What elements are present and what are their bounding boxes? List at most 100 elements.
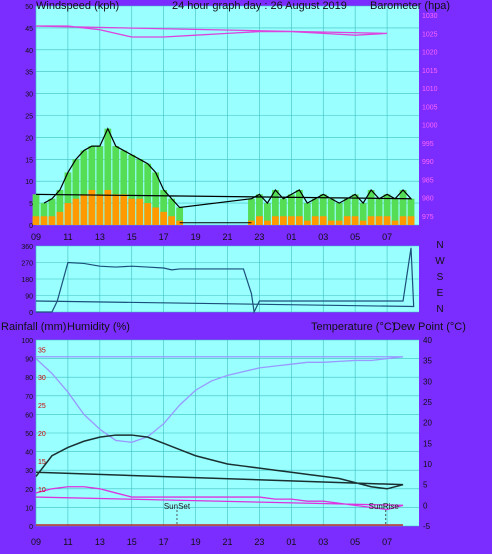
wind-avg-bar xyxy=(56,211,64,225)
barometer-y-tick-label: 1020 xyxy=(422,50,438,57)
rainfall-axis-title: Rainfall (mm) xyxy=(1,321,67,333)
wind-avg-bar xyxy=(335,220,343,225)
rain-y-tick-label: 25 xyxy=(38,403,46,410)
wind-gust-bar xyxy=(128,154,136,225)
wind-avg-bar xyxy=(264,220,271,225)
wind-gust-bar xyxy=(303,203,311,225)
wind-avg-bar xyxy=(96,194,104,225)
wind-gust-bar xyxy=(120,150,128,225)
wind-y-tick-label: 40 xyxy=(25,48,33,55)
barometer-y-tick-label: 1010 xyxy=(422,86,438,93)
humidity-y-tick-label: 60 xyxy=(25,412,33,419)
temperature-y-tick-label: 35 xyxy=(423,357,432,366)
wind-gust-bar xyxy=(271,189,279,225)
direction-compass-label: E xyxy=(437,288,444,299)
wind-avg-bar xyxy=(256,216,263,225)
wind-avg-bar xyxy=(72,198,80,225)
wind-y-tick-label: 25 xyxy=(25,114,33,121)
barometer-y-tick-label: 975 xyxy=(422,214,434,221)
wind-y-tick-label: 20 xyxy=(25,135,33,142)
temp-x-tick-label: 23 xyxy=(254,537,264,547)
wind-avg-bar xyxy=(40,216,48,225)
wind-gust-bar xyxy=(383,194,391,225)
wind-avg-bar xyxy=(112,194,120,225)
wind-gust-bar xyxy=(295,189,303,225)
temp-x-tick-label: 19 xyxy=(191,537,201,547)
wind-gust-bar xyxy=(359,203,367,225)
temperature-y-tick-label: 20 xyxy=(423,419,432,428)
wind-avg-bar xyxy=(279,216,287,225)
direction-y-tick-label: 90 xyxy=(25,294,33,301)
humidity-y-tick-label: 80 xyxy=(25,375,33,382)
wind-y-tick-label: 5 xyxy=(29,201,33,208)
temp-x-tick-label: 03 xyxy=(318,537,328,547)
wind-avg-bar xyxy=(367,216,375,225)
rain-y-tick-label: 15 xyxy=(38,459,46,466)
humidity-y-tick-label: 50 xyxy=(25,431,33,438)
wind-gust-bar xyxy=(407,198,415,225)
barometer-y-tick-label: 1000 xyxy=(422,123,438,130)
wind-x-tick-label: 03 xyxy=(318,232,328,242)
wind-x-tick-label: 05 xyxy=(350,232,360,242)
wind-avg-bar xyxy=(287,216,295,225)
humidity-y-tick-label: 0 xyxy=(29,524,33,531)
wind-gust-bar xyxy=(287,194,295,225)
dewpoint-axis-title: Dew Point (°C) xyxy=(393,321,466,333)
wind-avg-bar xyxy=(64,203,72,225)
humidity-y-tick-label: 70 xyxy=(25,394,33,401)
wind-avg-bar xyxy=(32,216,40,225)
sunrise-label: SunRise xyxy=(369,502,400,511)
wind-gust-bar xyxy=(48,198,56,225)
graph-title: 24 hour graph day : 26 August 2019 xyxy=(172,0,347,12)
humidity-y-tick-label: 30 xyxy=(25,468,33,475)
wind-x-tick-label: 07 xyxy=(382,232,392,242)
wind-avg-bar xyxy=(104,189,112,225)
rain-y-tick-label: 20 xyxy=(38,431,46,438)
wind-x-tick-label: 15 xyxy=(127,232,137,242)
wind-avg-bar xyxy=(327,220,335,225)
direction-compass-label: N xyxy=(436,240,443,251)
wind-gust-bar xyxy=(367,189,375,225)
direction-compass-label: W xyxy=(435,256,445,267)
temperature-y-tick-label: 5 xyxy=(423,481,428,490)
wind-max-line xyxy=(35,127,413,209)
wind-x-tick-label: 01 xyxy=(286,232,296,242)
direction-y-tick-label: 360 xyxy=(21,244,33,251)
barometer-y-tick-label: 980 xyxy=(422,196,434,203)
temperature-y-tick-label: 40 xyxy=(423,336,432,345)
temp-x-tick-label: 11 xyxy=(63,537,72,547)
barometer-y-tick-label: 1030 xyxy=(422,13,438,20)
barometer-y-tick-label: 990 xyxy=(422,159,434,166)
humidity-axis-title: Humidity (%) xyxy=(67,321,130,333)
wind-avg-bar xyxy=(128,198,136,225)
temperature-y-tick-label: 25 xyxy=(423,398,432,407)
wind-avg-bar xyxy=(303,220,311,225)
wind-avg-bar xyxy=(375,216,383,225)
direction-y-tick-label: 270 xyxy=(21,261,33,268)
barometer-line xyxy=(35,25,388,38)
wind-gust-bar xyxy=(319,194,327,225)
barometer-y-tick-label: 1005 xyxy=(422,104,438,111)
wind-avg-bar xyxy=(407,216,415,225)
temp-x-tick-label: 17 xyxy=(159,537,169,547)
wind-x-tick-label: 19 xyxy=(191,232,201,242)
wind-avg-bar xyxy=(271,216,279,225)
temperature-line xyxy=(35,434,404,490)
wind-avg-bar xyxy=(319,216,327,225)
temperature-y-tick-label: 30 xyxy=(423,377,432,386)
wind-avg-bar xyxy=(80,194,88,225)
wind-y-tick-label: 10 xyxy=(25,179,33,186)
wind-gust-bar xyxy=(80,150,88,225)
rain-y-tick-label: 10 xyxy=(38,487,46,494)
wind-gust-bar xyxy=(391,198,399,225)
temp-x-tick-label: 01 xyxy=(286,537,296,547)
direction-line xyxy=(35,247,415,315)
temperature-y-tick-label: -5 xyxy=(423,522,431,531)
wind-x-tick-label: 13 xyxy=(95,232,105,242)
wind-axis-title: Windspeed (kph) xyxy=(36,0,120,12)
temp-x-tick-label: 09 xyxy=(31,537,41,547)
wind-avg-bar xyxy=(152,207,160,225)
wind-avg-bar xyxy=(160,211,168,225)
barometer-axis-title: Barometer (hpa) xyxy=(370,0,451,12)
temperature-y-tick-label: 15 xyxy=(423,439,432,448)
